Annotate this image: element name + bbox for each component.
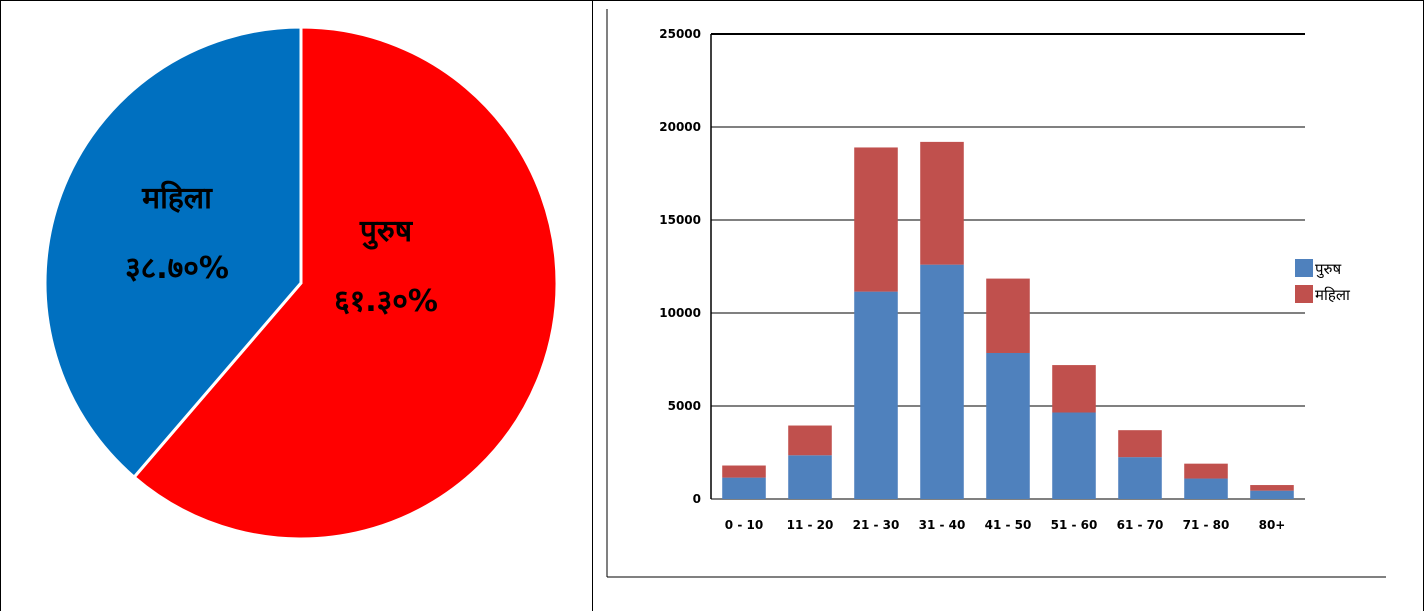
- x-tick-label: 31 - 40: [919, 518, 966, 532]
- pie-slice-value-label: ३८.७०%: [125, 251, 229, 286]
- pie-chart-cell: पुरुष ६१.३०% महिला ३८.७०%: [0, 0, 593, 611]
- x-tick-label: 11 - 20: [787, 518, 834, 532]
- bar-female-9: [1250, 485, 1294, 491]
- x-tick-label: 51 - 60: [1051, 518, 1098, 532]
- pie-chart: पुरुष ६१.३०% महिला ३८.७०%: [43, 25, 559, 541]
- legend-label: पुरुष: [1315, 260, 1341, 279]
- bar-male-8: [1184, 478, 1228, 499]
- bar-male-9: [1250, 490, 1294, 499]
- pie-slice-1: [132, 25, 559, 541]
- bar-female-6: [1052, 365, 1096, 413]
- bar-male-1: [722, 477, 766, 499]
- y-tick-label: 25000: [659, 27, 701, 41]
- bar-female-5: [986, 278, 1030, 353]
- pie-slice-label: महिला: [141, 180, 213, 216]
- stacked-bar-chart: 0 5000 10000 15000 20000 25000 0 - 10 11 - 20 2…: [606, 9, 1386, 578]
- bar-male-5: [986, 352, 1030, 499]
- x-tick-label: 71 - 80: [1183, 518, 1230, 532]
- y-tick-label: 10000: [659, 306, 701, 320]
- bar-female-3: [854, 147, 898, 292]
- bar-male-6: [1052, 412, 1096, 499]
- bar-female-8: [1184, 463, 1228, 479]
- bar-male-3: [854, 291, 898, 499]
- pie-slice-label: पुरुष: [359, 214, 414, 250]
- bar-female-1: [722, 465, 766, 478]
- legend-swatch: [1295, 259, 1313, 277]
- y-tick-label: 0: [693, 492, 701, 506]
- bar-chart-cell: 0 5000 10000 15000 20000 25000 0 - 10 11 - 20 2…: [593, 0, 1424, 611]
- x-tick-label: 41 - 50: [985, 518, 1032, 532]
- bar-female-2: [788, 425, 832, 456]
- bar-male-7: [1118, 457, 1162, 499]
- x-tick-label: 80+: [1259, 518, 1286, 532]
- legend-swatch: [1295, 285, 1313, 303]
- pie-slice-2: [43, 25, 303, 480]
- bar-female-7: [1118, 430, 1162, 458]
- y-tick-label: 5000: [668, 399, 701, 413]
- x-tick-label: 21 - 30: [853, 518, 900, 532]
- y-tick-label: 15000: [659, 213, 701, 227]
- bar-male-2: [788, 455, 832, 499]
- pie-slice-value-label: ६१.३०%: [334, 284, 438, 319]
- x-tick-label: 61 - 70: [1117, 518, 1164, 532]
- x-tick-label: 0 - 10: [725, 518, 763, 532]
- y-tick-label: 20000: [659, 120, 701, 134]
- bar-male-4: [920, 264, 964, 499]
- bar-female-4: [920, 141, 964, 265]
- legend-label: महिला: [1315, 286, 1351, 304]
